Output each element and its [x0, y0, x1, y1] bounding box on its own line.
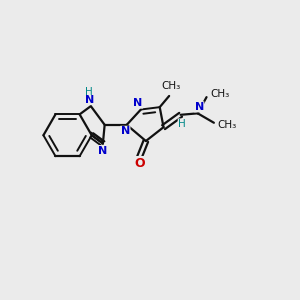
Text: H: H — [178, 118, 186, 129]
Text: N: N — [98, 146, 107, 156]
Text: O: O — [134, 157, 145, 169]
Text: H: H — [85, 87, 93, 97]
Text: N: N — [121, 126, 130, 136]
Text: N: N — [133, 98, 142, 108]
Text: CH₃: CH₃ — [161, 81, 180, 91]
Text: N: N — [194, 102, 204, 112]
Text: CH₃: CH₃ — [218, 120, 237, 130]
Text: N: N — [85, 94, 94, 105]
Text: CH₃: CH₃ — [210, 89, 229, 99]
